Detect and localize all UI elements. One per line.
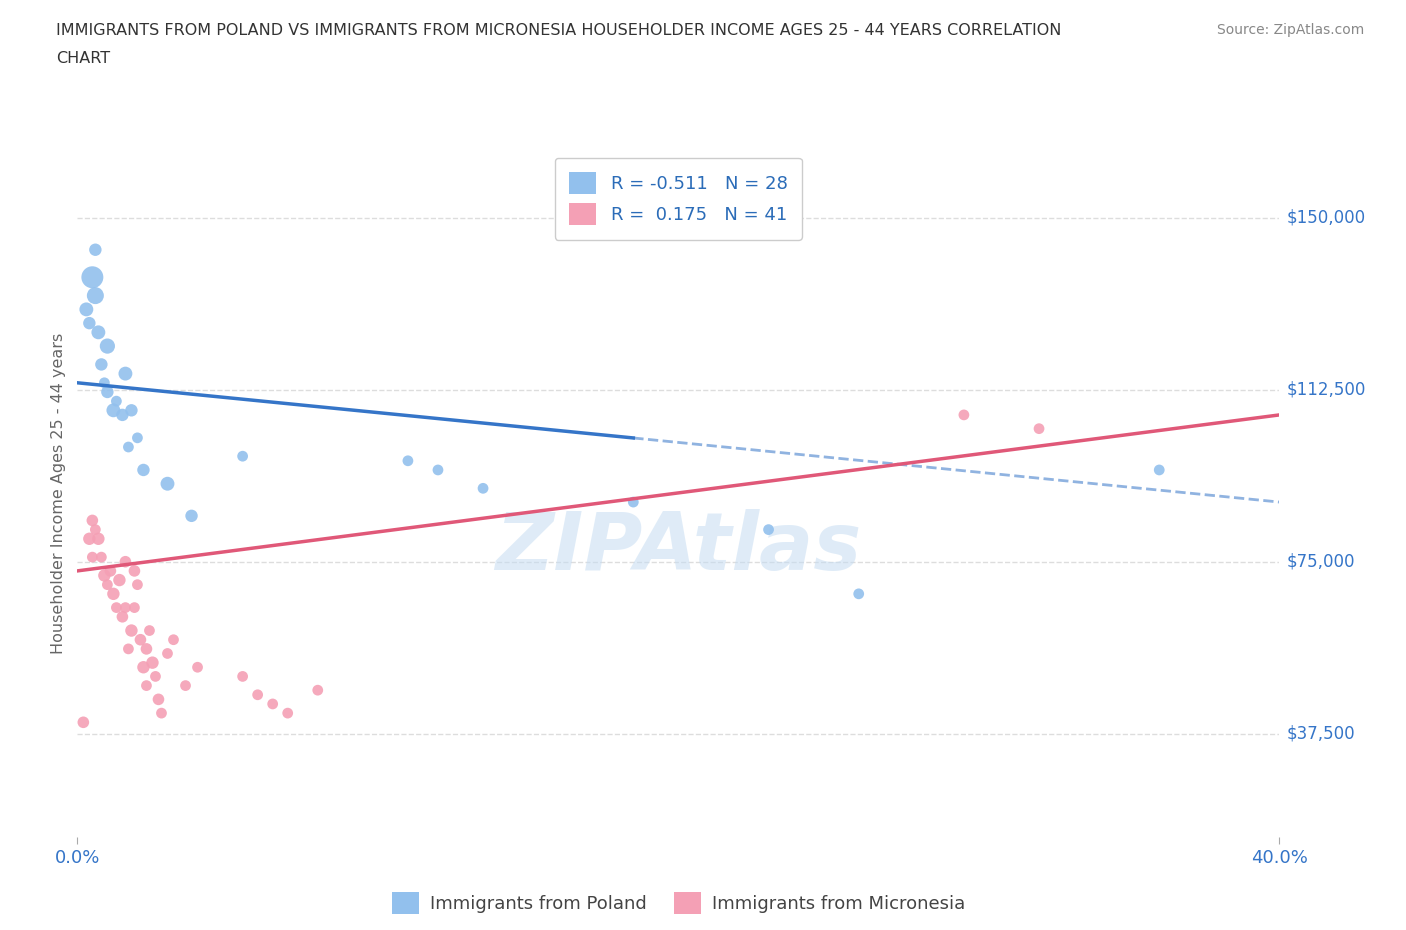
Point xyxy=(758,522,780,537)
Point xyxy=(87,531,110,546)
Point xyxy=(135,678,157,693)
Point xyxy=(84,522,107,537)
Point xyxy=(117,440,139,455)
Point xyxy=(156,476,179,491)
Point xyxy=(87,325,110,339)
Point xyxy=(120,403,142,418)
Point xyxy=(120,623,142,638)
Point xyxy=(124,600,146,615)
Point xyxy=(127,578,149,592)
Point xyxy=(105,393,128,408)
Point xyxy=(105,600,128,615)
Point xyxy=(396,453,419,468)
Point xyxy=(162,632,184,647)
Legend: Immigrants from Poland, Immigrants from Micronesia: Immigrants from Poland, Immigrants from … xyxy=(385,884,972,921)
Point xyxy=(427,462,450,477)
Point xyxy=(96,384,118,399)
Point xyxy=(262,697,284,711)
Text: IMMIGRANTS FROM POLAND VS IMMIGRANTS FROM MICRONESIA HOUSEHOLDER INCOME AGES 25 : IMMIGRANTS FROM POLAND VS IMMIGRANTS FRO… xyxy=(56,23,1062,38)
Text: Source: ZipAtlas.com: Source: ZipAtlas.com xyxy=(1216,23,1364,37)
Point xyxy=(103,403,125,418)
Point xyxy=(307,683,329,698)
Point xyxy=(82,270,104,285)
Point xyxy=(174,678,197,693)
Point xyxy=(277,706,299,721)
Point xyxy=(129,632,152,647)
Point xyxy=(84,288,107,303)
Point xyxy=(156,646,179,661)
Point xyxy=(79,315,101,330)
Point xyxy=(96,339,118,353)
Point xyxy=(103,587,125,602)
Point xyxy=(111,407,134,422)
Point xyxy=(232,669,254,684)
Text: ZIPAtlas: ZIPAtlas xyxy=(495,509,862,587)
Point xyxy=(621,495,644,510)
Point xyxy=(132,659,155,674)
Point xyxy=(117,642,139,657)
Point xyxy=(135,642,157,657)
Point xyxy=(132,462,155,477)
Point xyxy=(93,376,115,391)
Point xyxy=(82,550,104,565)
Point xyxy=(127,431,149,445)
Point xyxy=(111,609,134,624)
Point xyxy=(232,449,254,464)
Point xyxy=(180,509,202,524)
Point xyxy=(150,706,173,721)
Point xyxy=(1149,462,1171,477)
Point xyxy=(84,243,107,258)
Point xyxy=(90,550,112,565)
Point xyxy=(90,357,112,372)
Point xyxy=(848,587,870,602)
Point xyxy=(145,669,167,684)
Point xyxy=(79,531,101,546)
Text: $150,000: $150,000 xyxy=(1286,208,1365,227)
Point xyxy=(246,687,269,702)
Point xyxy=(114,600,136,615)
Text: $112,500: $112,500 xyxy=(1286,380,1365,399)
Point xyxy=(186,659,209,674)
Point xyxy=(82,513,104,528)
Point xyxy=(75,302,97,317)
Point xyxy=(148,692,170,707)
Point xyxy=(141,656,163,671)
Point xyxy=(72,715,94,730)
Point xyxy=(953,407,976,422)
Point xyxy=(472,481,495,496)
Point xyxy=(1028,421,1050,436)
Point xyxy=(114,366,136,381)
Point xyxy=(108,573,131,588)
Point xyxy=(93,568,115,583)
Text: $37,500: $37,500 xyxy=(1286,724,1355,743)
Text: CHART: CHART xyxy=(56,51,110,66)
Point xyxy=(96,578,118,592)
Point xyxy=(114,554,136,569)
Y-axis label: Householder Income Ages 25 - 44 years: Householder Income Ages 25 - 44 years xyxy=(51,332,66,654)
Point xyxy=(138,623,160,638)
Point xyxy=(100,564,122,578)
Text: $75,000: $75,000 xyxy=(1286,552,1355,571)
Point xyxy=(124,564,146,578)
